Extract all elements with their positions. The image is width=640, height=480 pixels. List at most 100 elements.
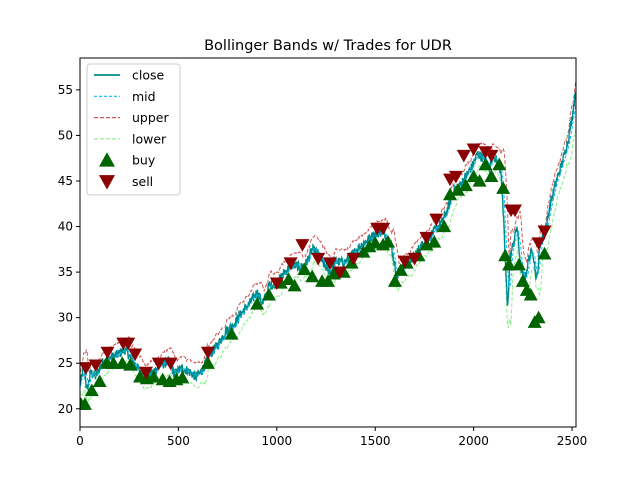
sell-marker <box>531 237 546 250</box>
sell-marker <box>419 231 434 245</box>
legend-buy-marker <box>99 152 115 167</box>
y-tick-label: 45 <box>58 174 73 188</box>
buy-marker <box>92 374 107 388</box>
legend-mid-label: mid <box>132 89 156 104</box>
buy-marker <box>224 327 239 340</box>
sell-marker <box>478 146 493 159</box>
y-tick-label: 55 <box>58 83 73 97</box>
buy-marker <box>146 369 161 383</box>
sell-marker <box>151 357 166 371</box>
chart-title: Bollinger Bands w/ Trades for UDR <box>204 38 452 54</box>
y-tick-label: 40 <box>58 220 73 234</box>
x-tick-label: 500 <box>167 434 190 448</box>
sell-marker <box>138 366 153 380</box>
sell-marker <box>484 149 499 163</box>
buy-marker <box>381 235 396 248</box>
buy-marker <box>450 183 465 196</box>
buy-marker <box>80 397 92 410</box>
buy-marker <box>472 174 487 187</box>
buy-marker <box>321 274 335 287</box>
buy-marker <box>123 358 138 371</box>
legend-close-label: close <box>132 68 165 83</box>
plot-area <box>80 80 576 410</box>
buy-marker <box>492 157 507 171</box>
sell-marker <box>80 362 93 375</box>
buy-marker <box>443 187 458 201</box>
buy-marker <box>498 248 513 262</box>
buy-marker <box>287 278 302 292</box>
buy-marker <box>511 257 526 271</box>
x-tick-label: 0 <box>76 434 84 448</box>
sell-marker <box>407 252 422 266</box>
y-tick-label: 35 <box>58 265 73 279</box>
buy-marker <box>368 235 383 249</box>
sell-marker <box>283 257 298 270</box>
axes: 0 500 1000 1500 2000 2500 20 25 30 35 40 45 50 55 <box>58 83 588 448</box>
buy-marker <box>458 178 473 192</box>
buy-marker <box>175 370 190 384</box>
sell-marker <box>121 337 136 351</box>
y-tick-label: 20 <box>58 402 73 416</box>
buy-marker <box>106 356 121 369</box>
sell-marker <box>448 170 463 184</box>
legend-sell-label: sell <box>132 174 153 189</box>
y-tick-label: 50 <box>58 128 73 142</box>
buy-marker <box>515 274 530 287</box>
sell-marker <box>376 222 391 236</box>
series-upper-line <box>80 80 576 379</box>
sell-marker <box>163 357 178 371</box>
sell-marker <box>269 277 284 291</box>
buy-marker <box>115 356 130 369</box>
legend-buy-label: buy <box>132 153 156 168</box>
buy-marker <box>537 246 552 260</box>
sell-marker <box>88 359 103 373</box>
buy-marker <box>387 274 402 287</box>
x-tick-label: 2500 <box>557 434 588 448</box>
sell-marker <box>537 225 552 239</box>
legend: close mid upper lower buy sell <box>86 63 181 196</box>
x-tick-label: 1500 <box>360 434 391 448</box>
buy-marker <box>531 310 546 324</box>
buy-marker <box>362 239 377 253</box>
sell-marker <box>429 213 444 227</box>
sell-marker <box>322 257 337 270</box>
buy-marker <box>523 287 538 301</box>
legend-upper-label: upper <box>132 110 169 125</box>
sell-marker <box>332 266 347 280</box>
sell-marker <box>397 255 412 269</box>
sell-marker <box>311 252 326 266</box>
buy-marker <box>427 235 442 248</box>
sell-marker <box>456 149 471 163</box>
sell-marker <box>466 143 481 157</box>
buy-marker <box>344 256 359 269</box>
buy-marker <box>502 257 517 271</box>
x-tick-label: 2000 <box>458 434 489 448</box>
sell-marker <box>346 252 361 266</box>
buy-marker <box>437 219 452 233</box>
sell-marker <box>200 346 215 360</box>
buy-marker <box>261 287 276 301</box>
sell-marker <box>128 348 143 362</box>
x-tick-label: 1000 <box>262 434 293 448</box>
buy-marker <box>496 181 511 194</box>
buy-marker <box>326 266 341 280</box>
buy-marker <box>200 356 215 369</box>
buy-marker <box>281 272 296 285</box>
buy-marker <box>393 263 408 276</box>
sell-marker <box>295 239 310 252</box>
sell-marker <box>507 204 522 218</box>
buy-marker <box>484 169 499 183</box>
axes-frame <box>79 57 577 428</box>
buy-marker <box>478 157 493 171</box>
series-mid-line <box>80 103 576 387</box>
legend-sell-marker <box>99 175 115 190</box>
buy-marker <box>250 297 265 310</box>
buy-marker <box>297 262 312 275</box>
y-tick-label: 30 <box>58 311 73 325</box>
y-tick-label: 25 <box>58 356 73 370</box>
legend-lower-label: lower <box>132 131 167 146</box>
sell-marker <box>100 346 115 360</box>
buy-marker <box>305 269 320 283</box>
buy-marker <box>84 383 99 397</box>
